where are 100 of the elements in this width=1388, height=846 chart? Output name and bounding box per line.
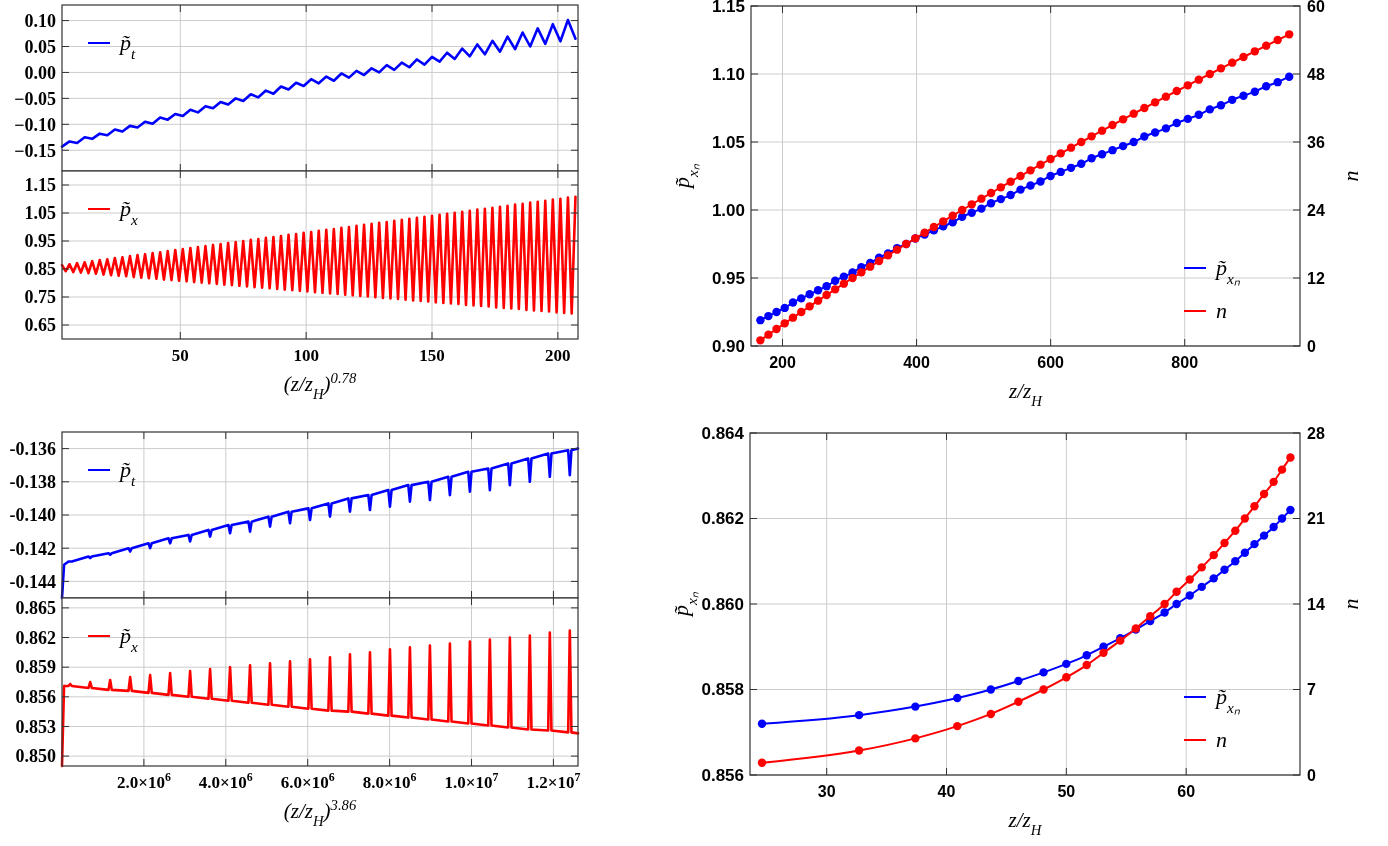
point [1026,166,1035,175]
point [813,286,823,295]
point [1262,82,1271,91]
point [1277,465,1287,474]
legend-label: p̃$_{t}$ [118,29,136,62]
point [1140,103,1149,113]
point [911,702,920,711]
point [1087,132,1096,141]
point [1099,648,1108,658]
point [986,199,996,208]
point [1097,150,1107,159]
point [854,746,864,755]
point [830,285,840,294]
x-tick-label: 40 [937,783,956,800]
point [764,311,773,321]
x-axis-title: (z/z$_{H}$)$^{0.78}$ [283,370,357,402]
point [805,302,814,311]
point [874,256,884,266]
x-tick-label: 200 [769,354,796,371]
y-tick-label: 0.90 [711,336,745,356]
point [1146,612,1155,621]
point [1285,30,1294,39]
point [1016,171,1025,181]
point [1185,591,1194,600]
x-axis-title: z/z$_{H}$ [1008,379,1044,409]
point [839,272,849,281]
point [780,303,789,313]
point [1286,505,1295,515]
point [996,194,1006,204]
y2-tick-label: 0 [1307,766,1316,784]
y2-tick-label: 60 [1307,0,1325,15]
x-tick-label: 100 [293,346,319,365]
point [1269,522,1278,532]
point [1082,660,1091,670]
y-tick-label: 0.853 [15,716,56,737]
point [1118,141,1128,151]
point [953,721,962,731]
y-tick-label: 0.95 [24,231,56,252]
y-tick-label: 1.15 [24,175,56,196]
x-axis-title: (z/z$_{H}$)$^{3.86}$ [283,797,357,829]
point [1014,676,1023,686]
x-tick-label: 50 [171,346,189,365]
point [797,294,806,303]
point [986,685,996,694]
y-tick-label: −0.15 [14,140,56,161]
y-tick-label: 0.858 [701,680,744,700]
point [1239,52,1248,62]
point [1161,92,1171,101]
point [1087,154,1096,163]
y-tick-label: 1.05 [24,203,56,224]
point [1259,531,1269,540]
point [1269,477,1278,487]
point [1240,548,1250,557]
y-tick-label: 0.00 [24,62,56,83]
y-tick-label: 0.95 [711,268,745,288]
point [1039,685,1048,694]
legend-label: p̃$_{t}$ [118,456,136,489]
point [1161,124,1171,133]
point [1014,697,1023,706]
point [822,281,831,291]
y-tick-label: 1.15 [711,0,745,16]
point [1056,167,1065,177]
point [865,262,875,271]
point [957,212,967,221]
point [1259,489,1269,499]
y-tick-label: 0.85 [24,259,56,280]
point [857,268,866,277]
point [977,194,986,203]
point [756,315,765,325]
y2-tick-label: 24 [1307,201,1325,219]
x-tick-label: 800 [1171,354,1199,371]
point [1077,159,1086,168]
point [1066,163,1076,173]
point [1036,160,1045,169]
point [1046,171,1055,181]
y-tick-label: 0.05 [24,36,56,57]
point [797,307,806,317]
point [1140,132,1149,141]
point [1250,539,1259,549]
point [1197,563,1206,572]
point [1082,651,1091,660]
point [1062,673,1071,682]
x-tick-label: 60 [1177,783,1196,800]
point [986,709,996,719]
y2-tick-label: 14 [1307,595,1325,613]
point [772,307,781,317]
point [1056,149,1065,158]
point [756,336,765,345]
point [1250,47,1260,56]
point [1077,137,1086,147]
y-tick-label: 0.75 [24,287,56,308]
y-tick-label: 0.862 [15,627,56,648]
y2-tick-label: 0 [1307,337,1316,355]
point [1231,557,1240,566]
point [967,208,976,217]
legend-label: p̃$_{xₙ}$ [1214,683,1241,716]
point [1129,109,1138,118]
point [1062,659,1071,669]
y-tick-label: 0.865 [15,598,56,619]
x-tick-label: 4.0×10$^{6}$ [198,770,253,792]
